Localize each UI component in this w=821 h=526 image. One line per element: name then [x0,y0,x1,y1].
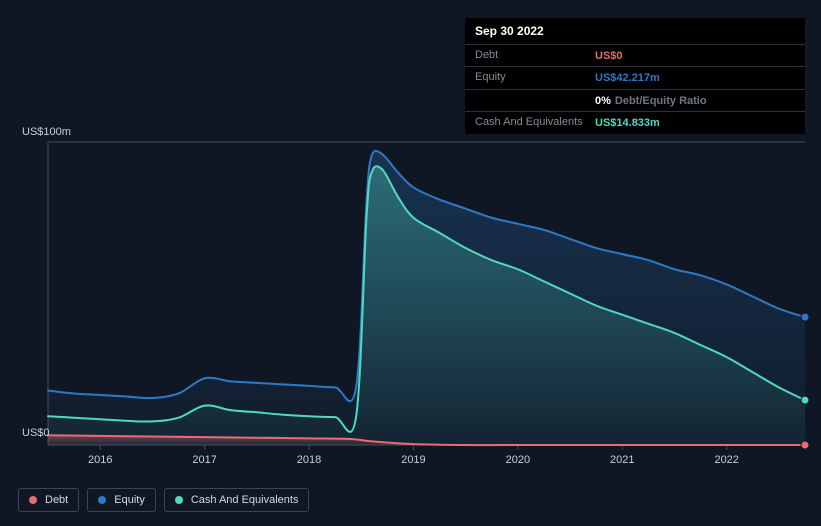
tooltip-value: US$42.217m [595,72,660,84]
tooltip-value-wrap: US$0 [595,48,623,64]
tooltip-key: Cash And Equivalents [475,115,595,131]
tooltip-key: Debt [475,48,595,64]
tooltip-value-wrap: US$14.833m [595,115,660,131]
legend: Debt Equity Cash And Equivalents [18,488,309,512]
legend-label: Cash And Equivalents [191,494,299,506]
legend-label: Equity [114,494,145,506]
x-axis-label: 2022 [714,454,738,466]
x-axis-label: 2017 [192,454,216,466]
tooltip-value-wrap: 0% Debt/Equity Ratio [595,93,707,109]
tooltip-value: Debt/Equity Ratio [615,95,707,107]
tooltip-row: DebtUS$0 [465,44,805,67]
tooltip-row: 0% Debt/Equity Ratio [465,89,805,112]
x-axis-label: 2016 [88,454,112,466]
tooltip-value: US$14.833m [595,117,660,129]
end-dot-equity [801,313,809,321]
tooltip-value: US$0 [595,50,623,62]
x-axis-label: 2018 [297,454,321,466]
tooltip-key [475,93,595,109]
end-dot-cash [801,396,809,404]
legend-item-cash[interactable]: Cash And Equivalents [164,488,310,512]
debt-equity-chart: { "layout": { "width": 821, "height": 52… [0,0,821,526]
legend-item-debt[interactable]: Debt [18,488,79,512]
y-axis-label-max: US$100m [22,126,71,138]
tooltip-row: EquityUS$42.217m [465,66,805,89]
tooltip-value-prefix: 0% [595,95,611,107]
tooltip-panel: Sep 30 2022 DebtUS$0EquityUS$42.217m0%De… [465,18,805,134]
y-axis-label-min: US$0 [22,427,50,439]
tooltip-key: Equity [475,70,595,86]
tooltip-date: Sep 30 2022 [465,18,805,44]
end-dot-debt [801,441,809,449]
tooltip-value-wrap: US$42.217m [595,70,660,86]
legend-item-equity[interactable]: Equity [87,488,156,512]
legend-label: Debt [45,494,68,506]
legend-swatch-icon [98,496,106,504]
x-axis-label: 2020 [506,454,530,466]
legend-swatch-icon [29,496,37,504]
x-axis-label: 2021 [610,454,634,466]
legend-swatch-icon [175,496,183,504]
x-axis-label: 2019 [401,454,425,466]
tooltip-row: Cash And EquivalentsUS$14.833m [465,111,805,134]
